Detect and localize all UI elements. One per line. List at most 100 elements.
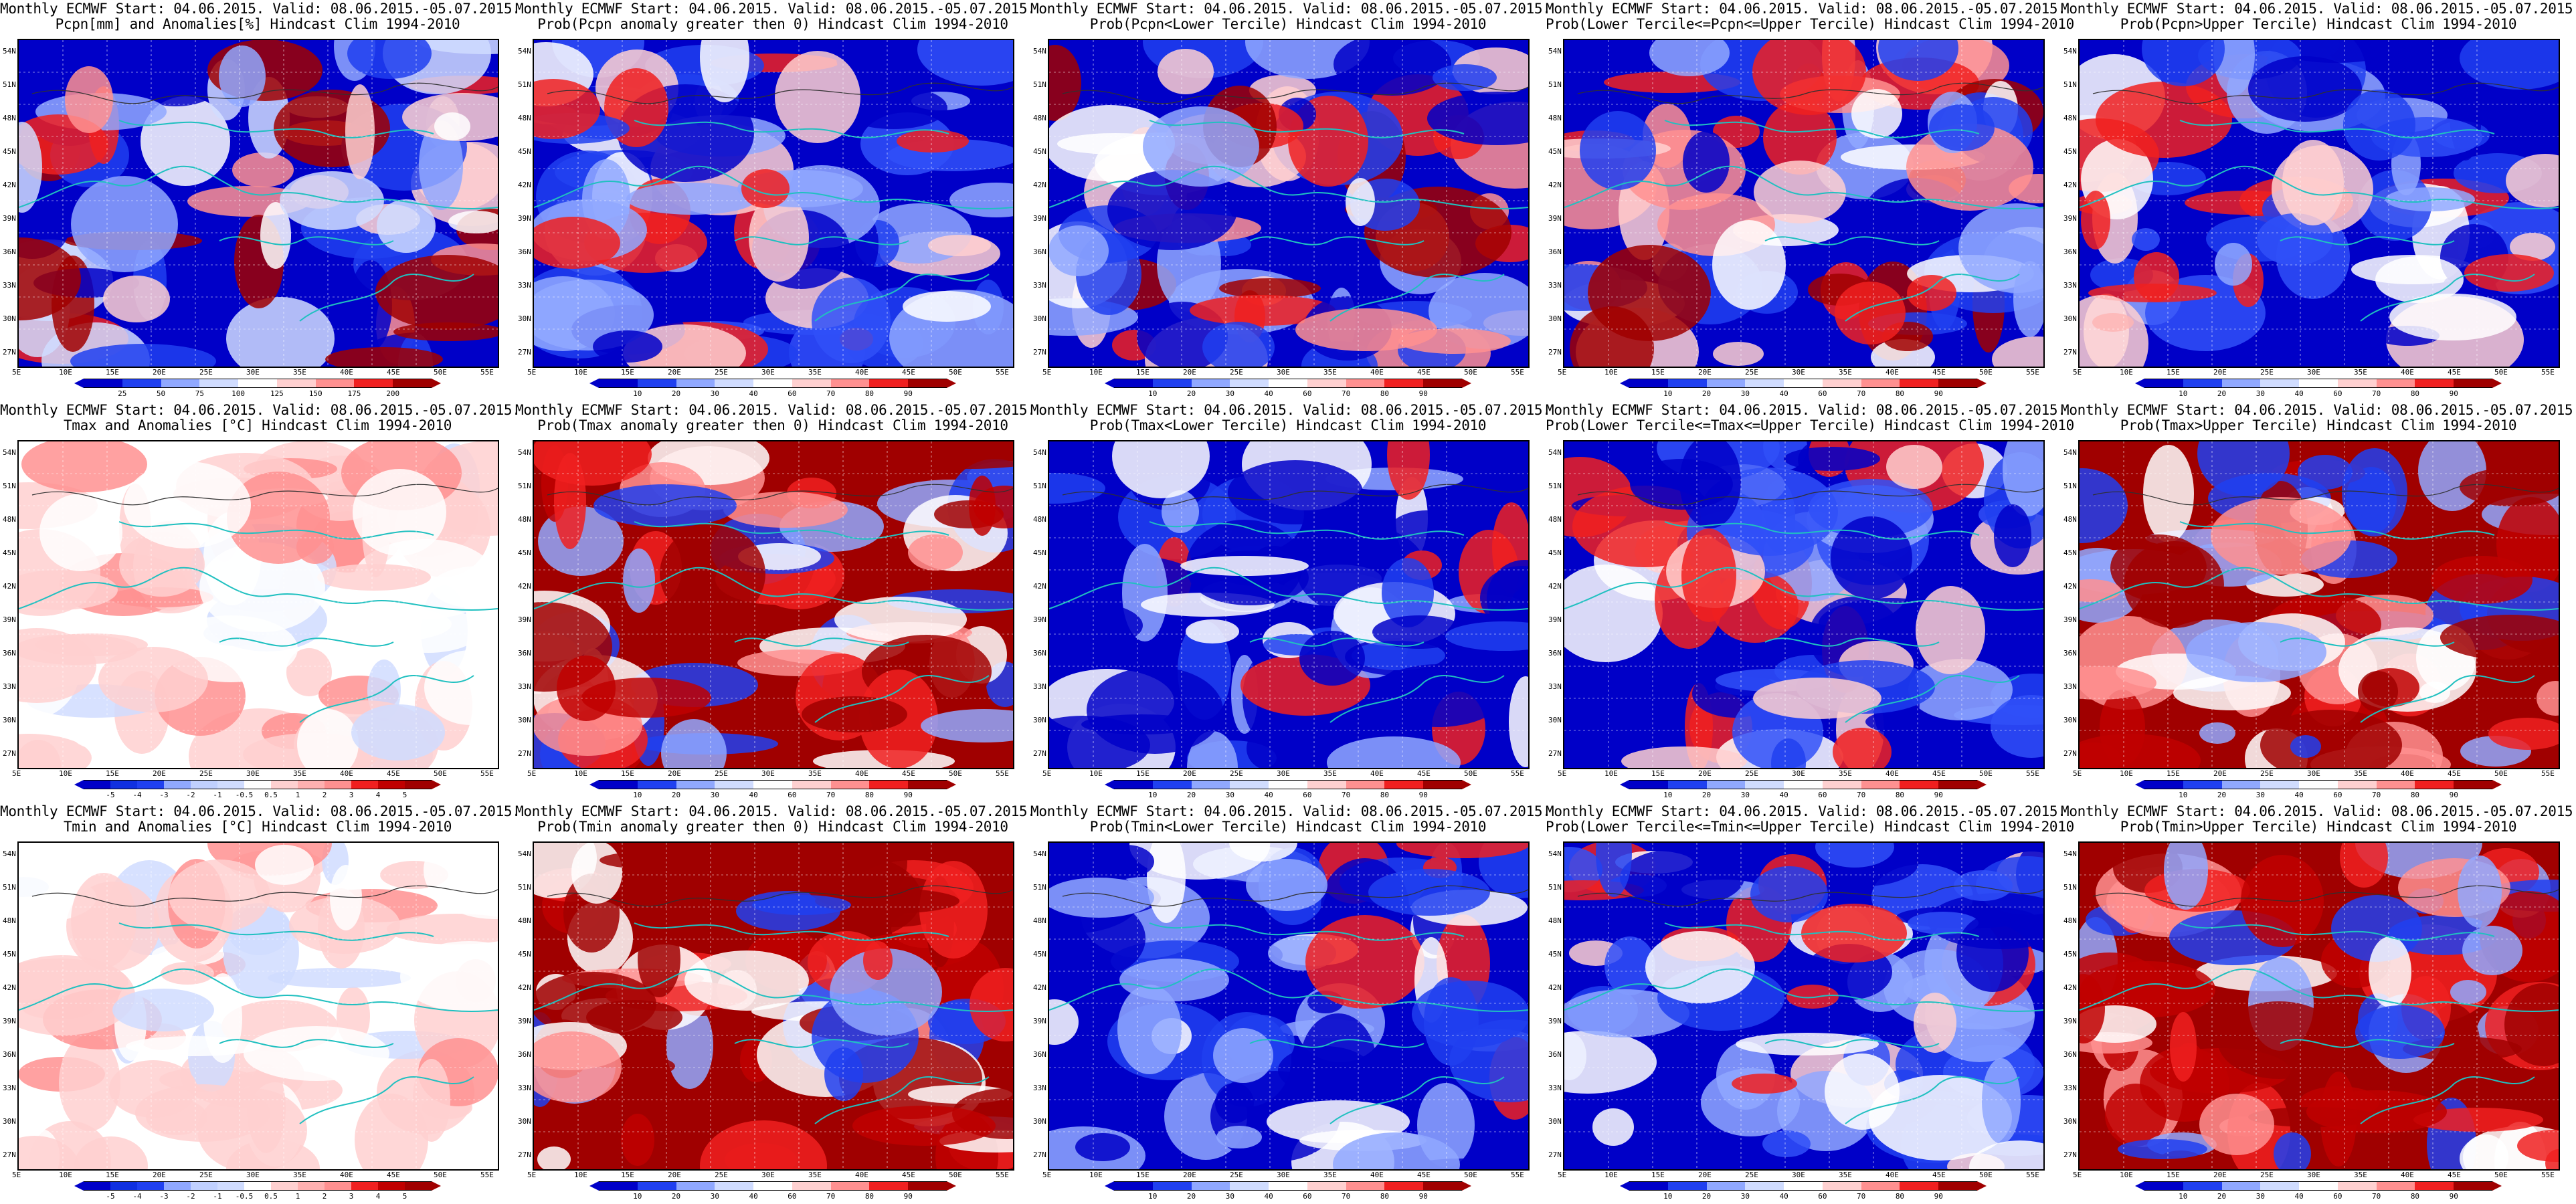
colorbar-tick-label: 150	[308, 389, 323, 398]
colorbar-tick-label: 4	[375, 1192, 381, 1201]
longitude-label: 25E	[199, 368, 213, 377]
latitude-label: 54N	[2063, 47, 2077, 56]
longitude-label: 40E	[1370, 368, 1384, 377]
panel-title-line2: Prob(Lower Tercile<=Tmin<=Upper Tercile)…	[1546, 819, 2074, 835]
latitude-label: 30N	[1548, 1117, 1562, 1126]
colorbar-segment	[869, 1181, 909, 1191]
map-panel: Monthly ECMWF Start: 04.06.2015. Valid: …	[0, 803, 521, 1204]
longitude-label: 35E	[2354, 769, 2367, 778]
colorbar-tick-label: 70	[826, 1192, 836, 1201]
field-blob	[1956, 914, 2029, 992]
colorbar-tick-label: 60	[788, 389, 797, 398]
coastline	[2179, 521, 2495, 540]
colorbar-segment	[1784, 1181, 1823, 1191]
field-blob	[1763, 101, 1837, 175]
colorbar-high-arrow	[2492, 780, 2502, 789]
longitude-label: 15E	[106, 368, 119, 377]
colorbar-tick-label: 2	[322, 1192, 327, 1201]
colorbar-low-arrow	[1105, 780, 1114, 789]
field-blob	[2142, 40, 2225, 86]
longitude-label: 35E	[808, 368, 822, 377]
field-blob	[226, 297, 335, 367]
longitude-label: 20E	[2213, 1171, 2227, 1179]
colorbar-segment	[637, 1181, 676, 1191]
latitude-label: 30N	[1548, 716, 1562, 724]
field-blob	[1992, 336, 2043, 367]
field-blob	[2306, 1090, 2447, 1133]
field-blob	[1480, 566, 1528, 630]
latitude-label: 36N	[518, 1050, 531, 1059]
colorbar-tick-label: 40	[749, 389, 758, 398]
field-blob	[1147, 843, 1186, 923]
longitude-label: 30E	[1277, 769, 1290, 778]
colorbar-tick-label: 70	[1857, 791, 1866, 799]
longitude-label: 35E	[1839, 368, 1852, 377]
colorbar-tick-label: 90	[2449, 1192, 2458, 1201]
colorbar-segment	[2299, 1181, 2338, 1191]
colorbar-tick-label: -2	[186, 791, 195, 799]
field-blob	[1372, 664, 1503, 727]
panel-title-line1: Monthly ECMWF Start: 04.06.2015. Valid: …	[1546, 803, 2066, 819]
field-blob	[260, 202, 291, 269]
colorbar: 25 50 75 100 125 150 175 200	[74, 379, 441, 398]
field-blob	[1580, 111, 1656, 190]
field-blob	[1062, 441, 1127, 460]
longitude-label: 15E	[2167, 1171, 2180, 1179]
field-blob	[1991, 695, 2043, 758]
colorbar-tick-label: 20	[1701, 791, 1712, 799]
field-blob	[1049, 878, 1154, 918]
latitude-label: 30N	[518, 314, 531, 323]
longitude-label: 10E	[1604, 1171, 1618, 1179]
coastline	[1049, 968, 1528, 1013]
field-blob	[2140, 1047, 2229, 1122]
colorbar-segment	[271, 1181, 298, 1191]
forecast-map	[1563, 39, 2045, 368]
colorbar-tick-label: 90	[903, 1192, 913, 1201]
latitude-label: 45N	[1033, 548, 1046, 557]
latitude-label: 54N	[1033, 47, 1046, 56]
field-blob	[1750, 866, 1828, 922]
field-blob	[19, 122, 42, 213]
longitude-label: 5E	[527, 368, 537, 377]
panel-title-line1: Monthly ECMWF Start: 04.06.2015. Valid: …	[515, 1, 1036, 17]
latitude-label: 48N	[3, 916, 16, 925]
field-blob	[2450, 980, 2486, 1004]
colorbar: 10 20 30 40 60 70 80 90	[1620, 780, 1987, 799]
field-blob	[908, 534, 963, 571]
colorbar-tick-label: 40	[2294, 791, 2304, 799]
colorbar-high-arrow	[1462, 780, 1471, 789]
coastline	[1329, 675, 1505, 723]
latitude-label: 48N	[1548, 114, 1562, 122]
field-blob	[1216, 1126, 1262, 1148]
latitude-label: 45N	[2063, 548, 2077, 557]
field-blob	[65, 66, 113, 133]
longitude-label: 20E	[1183, 368, 1196, 377]
colorbar-high-arrow	[1977, 780, 1987, 789]
colorbar-segment	[1900, 379, 1939, 388]
longitude-label: 10E	[574, 1171, 587, 1179]
colorbar-tick-label: 20	[2217, 791, 2227, 799]
field-blob	[2389, 294, 2516, 340]
field-blob	[330, 865, 362, 930]
latitude-label: 48N	[1033, 114, 1046, 122]
colorbar: 10 20 30 40 60 70 80 90	[589, 379, 956, 398]
field-blob	[280, 171, 384, 230]
longitude-label: 15E	[1651, 1171, 1665, 1179]
colorbar-segment	[2144, 379, 2183, 388]
coastline	[2280, 236, 2455, 245]
longitude-label: 5E	[12, 769, 21, 778]
field-blob	[802, 696, 907, 732]
contour-line	[31, 82, 498, 104]
longitude-label: 45E	[1417, 769, 1431, 778]
latitude-label: 42N	[3, 983, 16, 992]
panel-title-line1: Monthly ECMWF Start: 04.06.2015. Valid: …	[1030, 803, 1551, 819]
coastline	[2360, 274, 2535, 322]
colorbar-tick-label: 40	[1264, 389, 1273, 398]
colorbar-segment	[1938, 780, 1977, 789]
map-field	[1049, 441, 1528, 768]
colorbar-tick-label: 20	[2217, 1192, 2227, 1201]
colorbar-segment	[378, 780, 405, 789]
colorbar-segment	[753, 780, 792, 789]
longitude-label: 5E	[1042, 769, 1052, 778]
longitude-label: 20E	[2213, 368, 2227, 377]
